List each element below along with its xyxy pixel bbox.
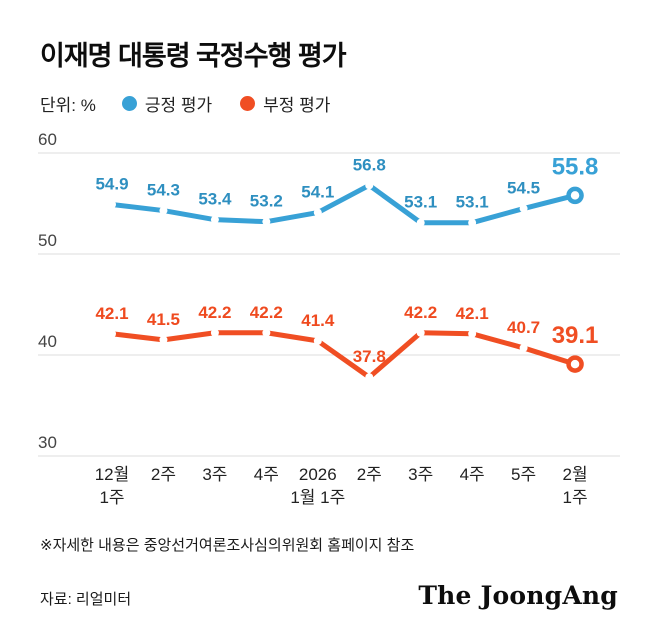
data-label: 42.1 (95, 304, 128, 323)
x-tick-label: 2월 (562, 465, 587, 484)
legend: 단위: % 긍정 평가 부정 평가 (0, 73, 658, 116)
x-tick-label: 3주 (202, 465, 227, 484)
chart-title: 이재명 대통령 국정수행 평가 (40, 41, 347, 71)
data-point (210, 328, 219, 337)
x-tick-label: 12월 (95, 465, 130, 484)
last-data-label: 55.8 (552, 153, 599, 180)
data-label: 53.1 (456, 193, 489, 212)
last-data-point (566, 186, 584, 205)
data-point (108, 329, 116, 338)
data-label: 53.1 (404, 193, 437, 212)
data-label: 37.8 (353, 347, 386, 366)
x-tick-label: 5주 (511, 465, 536, 484)
data-point (262, 217, 271, 226)
data-label: 41.5 (147, 310, 180, 329)
data-label: 53.2 (250, 192, 283, 211)
data-label: 41.4 (301, 311, 335, 330)
joongang-logo: The JoongAng (418, 581, 618, 610)
positive-series-line (109, 182, 578, 226)
source-label: 자료: 리얼미터 (40, 591, 132, 608)
line-chart: 60 50 40 30 54.9 54.3 53.4 53.2 54.1 56.8 53.1 53.1… (38, 130, 620, 507)
data-label: 42.2 (250, 303, 283, 322)
footnote: ※자세한 내용은 중앙선거여론조사심의위원회 홈페이지 참조 (40, 537, 415, 554)
negative-series-dot-icon (240, 96, 256, 111)
legend-item-positive: 긍정 평가 (121, 91, 213, 116)
data-label: 56.8 (353, 155, 386, 174)
data-point (416, 218, 425, 227)
legend-item-negative: 부정 평가 (240, 91, 330, 116)
y-tick-label: 30 (38, 433, 57, 452)
negative-series-line (109, 330, 578, 380)
data-point (519, 343, 528, 352)
data-point (210, 215, 219, 224)
data-point (365, 181, 374, 190)
data-label: 42.2 (198, 303, 231, 322)
data-point (262, 328, 271, 337)
data-point (468, 218, 477, 227)
x-tick-label: 1월 1주 (290, 488, 345, 507)
bottom-row: 자료: 리얼미터 The JoongAng (0, 555, 658, 610)
data-label: 53.4 (198, 190, 232, 209)
x-tick-label: 4주 (254, 465, 279, 484)
data-point (468, 329, 477, 338)
data-point (159, 206, 168, 215)
data-point (313, 336, 322, 345)
negative-series-label: 부정 평가 (263, 96, 331, 115)
data-point (519, 204, 528, 213)
x-tick-label: 2026 (299, 465, 337, 484)
x-tick-label: 4주 (460, 465, 485, 484)
unit-label: 단위: % (40, 96, 96, 115)
data-label: 54.1 (301, 183, 334, 202)
positive-series-label: 긍정 평가 (144, 96, 213, 115)
data-label: 42.1 (456, 304, 489, 323)
data-point (159, 335, 168, 344)
x-tick-label: 2주 (151, 465, 176, 484)
data-point (416, 328, 425, 337)
x-tick-label: 1주 (99, 488, 124, 507)
data-label: 42.2 (404, 303, 437, 322)
data-label: 54.5 (507, 179, 540, 198)
data-point (108, 200, 116, 209)
data-point (365, 373, 374, 382)
data-label: 54.3 (147, 181, 180, 200)
y-tick-label: 60 (38, 130, 57, 149)
y-tick-label: 50 (38, 231, 57, 250)
positive-series-dot-icon (121, 96, 137, 111)
data-label: 54.9 (95, 175, 128, 194)
data-point (313, 208, 322, 217)
x-tick-label: 2주 (357, 465, 382, 484)
x-tick-label: 3주 (408, 465, 433, 484)
data-label: 40.7 (507, 318, 540, 337)
y-tick-label: 40 (38, 332, 57, 351)
last-data-point (566, 355, 584, 373)
x-tick-label: 1주 (562, 488, 587, 507)
last-data-label: 39.1 (552, 322, 599, 349)
